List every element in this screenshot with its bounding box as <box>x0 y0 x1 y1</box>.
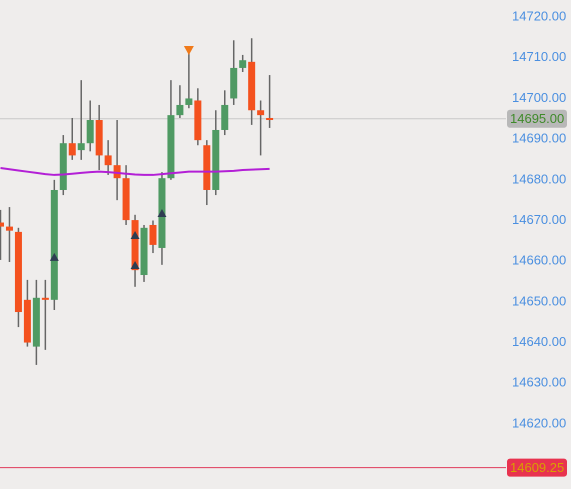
candle-body <box>266 117 274 121</box>
candle-body <box>95 120 103 156</box>
y-tick-label: 14720.00 <box>512 9 566 24</box>
y-tick-label: 14630.00 <box>512 375 566 390</box>
candle-body <box>104 155 112 166</box>
y-tick-label: 14660.00 <box>512 253 566 268</box>
candle-body <box>203 145 211 190</box>
candle-body <box>194 100 202 141</box>
buy-signal <box>157 208 167 217</box>
candle-body <box>131 220 139 271</box>
candle-body <box>230 67 238 99</box>
candle-body <box>257 110 265 116</box>
candle-body <box>32 297 40 347</box>
sell-signal <box>183 46 194 56</box>
candle-body <box>221 104 229 130</box>
price-label: 14695.00 <box>510 111 564 126</box>
candle-body <box>23 299 31 343</box>
candle-body <box>212 129 220 190</box>
candle-body <box>77 143 85 151</box>
buy-signal <box>130 261 140 270</box>
candle-body <box>167 115 175 179</box>
candle-body <box>140 227 148 276</box>
y-tick-label: 14640.00 <box>512 334 566 349</box>
y-tick-label: 14620.00 <box>512 415 566 430</box>
candle-body <box>68 143 76 156</box>
candle-body <box>14 231 22 313</box>
candle-body <box>86 120 94 144</box>
candle-body <box>0 222 4 227</box>
buy-signal <box>130 230 140 239</box>
candle-body <box>176 104 184 116</box>
candle-body <box>185 98 193 105</box>
candle-body <box>122 178 130 221</box>
buy-signal <box>49 252 59 261</box>
y-tick-label: 14650.00 <box>512 293 566 308</box>
y-tick-label: 14710.00 <box>512 49 566 64</box>
candle-body <box>248 61 256 111</box>
price-label-box <box>507 109 567 128</box>
candle-body <box>239 60 247 68</box>
candle-body <box>5 226 13 231</box>
y-tick-label: 14690.00 <box>512 131 566 146</box>
candle-body <box>59 143 67 190</box>
y-tick-label: 14680.00 <box>512 171 566 186</box>
price-label: 14609.25 <box>510 460 564 475</box>
candle-body <box>149 224 157 245</box>
candle-body <box>113 165 121 179</box>
y-tick-label: 14700.00 <box>512 90 566 105</box>
candle-body <box>41 297 49 300</box>
candle-body <box>50 189 58 300</box>
moving-average <box>0 167 270 176</box>
y-tick-label: 14670.00 <box>512 212 566 227</box>
price-label-box <box>507 458 567 477</box>
